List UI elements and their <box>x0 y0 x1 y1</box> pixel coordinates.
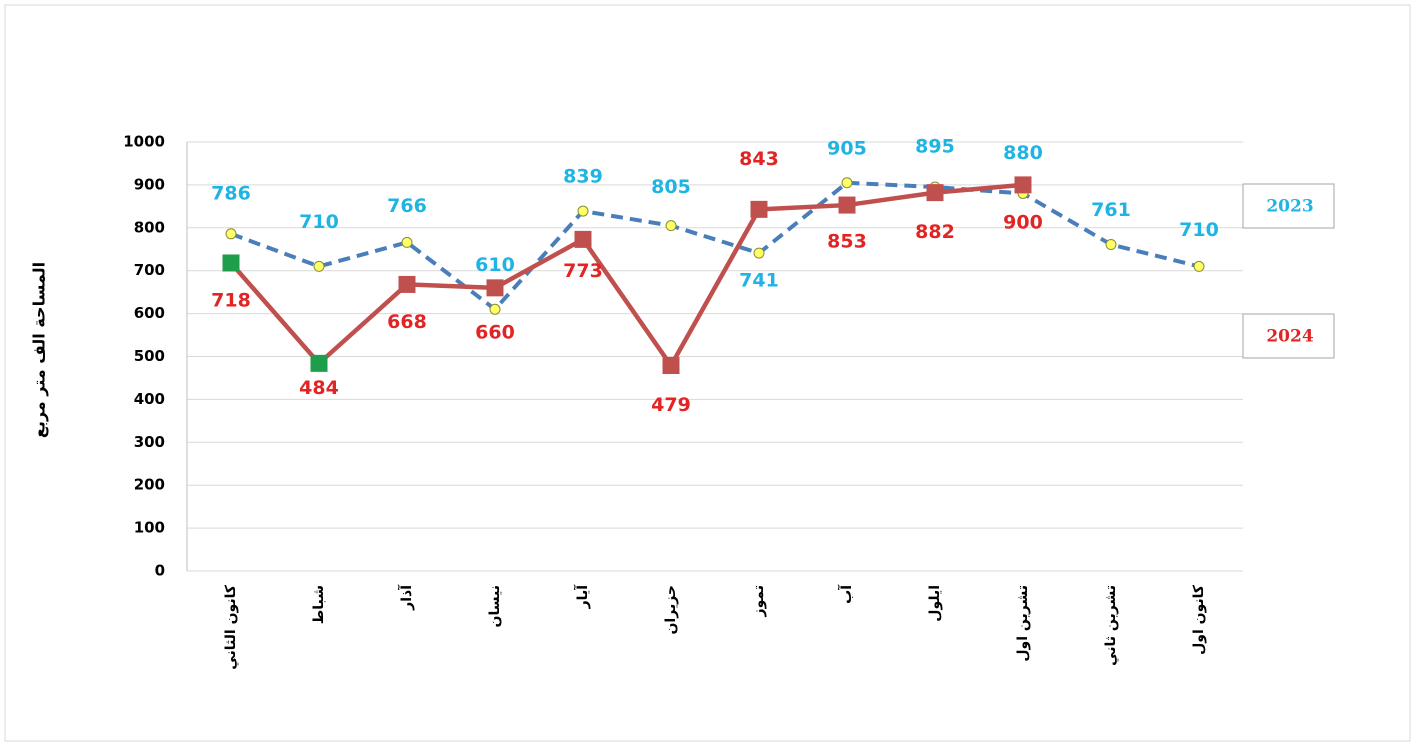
data-label: 660 <box>475 321 515 343</box>
marker <box>665 220 677 232</box>
data-label: 895 <box>915 136 955 158</box>
y-tick-label: 500 <box>134 347 165 365</box>
marker <box>838 196 856 214</box>
marker <box>1014 176 1032 194</box>
legend-label: 2024 <box>1266 327 1313 347</box>
marker <box>574 230 592 248</box>
y-tick-label: 700 <box>134 261 165 279</box>
series-line <box>230 180 1200 313</box>
data-label: 905 <box>827 137 867 159</box>
x-tick-label: شباط <box>311 585 327 624</box>
marker <box>310 354 328 372</box>
x-tick-label: آيار <box>573 584 591 610</box>
x-tick-label: آذار <box>397 584 415 611</box>
x-tick-label: كانون اول <box>1191 584 1207 655</box>
data-label: 610 <box>475 254 515 276</box>
marker <box>753 247 765 259</box>
y-tick-label: 800 <box>134 218 165 236</box>
data-label: 710 <box>299 211 339 233</box>
legend-box <box>1242 313 1335 359</box>
data-label: 900 <box>1003 211 1043 233</box>
data-label: 853 <box>827 231 867 253</box>
data-label: 880 <box>1003 142 1043 164</box>
y-tick-label: 900 <box>134 175 165 193</box>
data-label: 761 <box>1091 199 1131 221</box>
marker <box>1193 260 1205 272</box>
x-tick-label: نيسان <box>487 585 503 627</box>
data-label: 773 <box>563 260 603 282</box>
data-label: 479 <box>651 394 691 416</box>
data-label: 882 <box>915 221 955 243</box>
y-axis-label: المساحة الف متر مربع <box>30 262 49 438</box>
data-label: 718 <box>211 289 251 311</box>
marker <box>750 200 768 218</box>
marker <box>222 254 240 272</box>
legend-box <box>1242 183 1335 229</box>
x-tick-label: تشرين ثاني <box>1103 585 1119 666</box>
y-tick-label: 100 <box>134 519 165 537</box>
data-label: 741 <box>739 270 779 292</box>
y-tick-label: 300 <box>134 433 165 451</box>
x-tick-label: حزيران <box>663 585 679 635</box>
y-tick-label: 400 <box>134 390 165 408</box>
marker <box>225 228 237 240</box>
data-label: 484 <box>299 377 339 399</box>
x-tick-label: كانون الثاني <box>223 584 239 670</box>
y-tick-label: 600 <box>134 304 165 322</box>
data-label: 766 <box>387 195 427 217</box>
marker <box>489 303 501 315</box>
marker <box>662 357 680 375</box>
marker <box>926 184 944 202</box>
data-label: 710 <box>1179 219 1219 241</box>
y-tick-label: 1000 <box>123 133 165 151</box>
x-tick-label: آب <box>837 584 855 604</box>
data-label: 805 <box>651 176 691 198</box>
x-tick-label: تشرين اول <box>1015 585 1031 662</box>
marker <box>486 279 504 297</box>
marker <box>401 236 413 248</box>
legend-label: 2023 <box>1266 197 1313 217</box>
x-tick-label: تموز <box>751 585 767 617</box>
marker <box>1105 239 1117 251</box>
marker <box>398 275 416 293</box>
data-label: 786 <box>211 182 251 204</box>
marker <box>313 260 325 272</box>
y-tick-label: 0 <box>155 562 165 580</box>
series-line <box>229 182 1024 370</box>
data-label: 843 <box>739 148 779 170</box>
data-label: 668 <box>387 311 427 333</box>
chart-frame <box>4 4 1411 742</box>
data-label: 839 <box>563 166 603 188</box>
y-tick-label: 200 <box>134 476 165 494</box>
x-tick-label: ايلول <box>927 585 943 622</box>
marker <box>577 205 589 217</box>
marker <box>841 177 853 189</box>
